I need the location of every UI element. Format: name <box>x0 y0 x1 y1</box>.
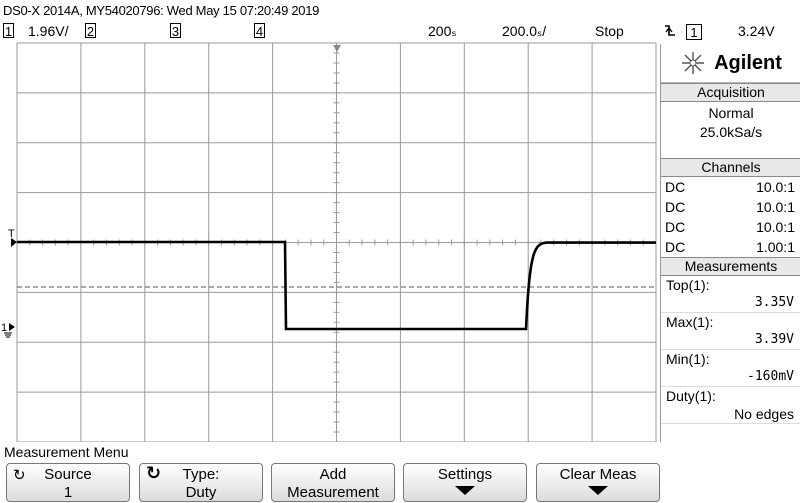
settings-softkey[interactable]: Settings <box>403 463 527 502</box>
channel-3-indicator[interactable]: 3 <box>170 22 181 40</box>
submenu-arrow-icon <box>588 486 608 495</box>
rotate-knob-icon: ↻ <box>146 463 162 483</box>
softkey-value: 1 <box>63 484 73 501</box>
channel-row: DC 10.0:1 <box>661 177 800 197</box>
horizontal-delay: 200ₛ <box>428 23 457 39</box>
measurement-label: Min(1): <box>666 351 710 367</box>
channel-3-number: 3 <box>170 23 181 39</box>
measurement-item: Top(1): 3.35V <box>661 276 800 313</box>
channel-1-number: 1 <box>3 23 14 39</box>
channel-coupling: DC <box>665 239 686 255</box>
measurement-value: -160mV <box>747 369 794 384</box>
softkey-value: Measurement <box>287 484 379 501</box>
channel-4-indicator[interactable]: 4 <box>254 22 265 40</box>
add-measurement-softkey[interactable]: Add Measurement <box>271 463 395 502</box>
channel-row: DC 10.0:1 <box>661 197 800 217</box>
channel-1-trace <box>17 240 656 331</box>
channel-2-number: 2 <box>85 23 96 39</box>
brand-logo: Agilent <box>661 44 800 83</box>
measurement-item: Max(1): 3.39V <box>661 313 800 350</box>
channel-coupling: DC <box>665 179 686 195</box>
agilent-spark-icon <box>682 52 705 74</box>
softkey-label: Type: <box>182 466 220 483</box>
window-title: DS0-X 2014A, MY54020796: Wed May 15 07:2… <box>3 3 320 18</box>
measurement-item: Min(1): -160mV <box>661 350 800 387</box>
channel-row: DC 1.00:1 <box>661 237 800 257</box>
info-panel: Agilent Acquisition Normal 25.0kSa/s Cha… <box>660 44 800 442</box>
ground-icon <box>4 332 12 338</box>
softkey-label: Clear Meas <box>559 466 637 483</box>
acquisition-header: Acquisition <box>661 83 800 102</box>
trigger-position-marker <box>333 45 341 52</box>
measurements-header: Measurements <box>661 257 800 276</box>
channel-coupling: DC <box>665 219 686 235</box>
channel-1-scale: 1.96V/ <box>28 23 69 39</box>
ground-level-arrow <box>9 323 15 331</box>
softkey-label: Add <box>319 466 347 483</box>
softkey-label: Settings <box>437 466 493 483</box>
measurement-value: No edges <box>734 406 794 422</box>
measurement-label: Top(1): <box>666 277 710 293</box>
channel-2-indicator[interactable]: 2 <box>85 22 96 40</box>
measurement-label: Max(1): <box>666 314 714 330</box>
trigger-source-indicator[interactable]: 1 <box>686 23 702 41</box>
channel-probe: 10.0:1 <box>756 199 795 215</box>
measurement-item: Duty(1): No edges <box>661 387 800 424</box>
trigger-marker-label: T <box>8 228 15 240</box>
trigger-level: 3.24V <box>738 23 775 39</box>
channel-probe: 10.0:1 <box>756 219 795 235</box>
softkey-value: Duty <box>185 484 217 501</box>
run-state: Stop <box>595 23 624 39</box>
trigger-source: 1 <box>686 24 702 40</box>
brand-name: Agilent <box>714 51 782 74</box>
submenu-arrow-icon <box>455 486 475 495</box>
status-bar: 1 1.96V/ 2 3 4 200ₛ 200.0ₛ/ Stop 1 3.24V <box>0 22 800 40</box>
channel-4-number: 4 <box>254 23 265 39</box>
channels-header: Channels <box>661 158 800 177</box>
channel-probe: 1.00:1 <box>756 239 795 255</box>
softkey-bar: ↻ Source 1 ↻ Type: Duty Add Measurement … <box>0 462 800 503</box>
clear-meas-softkey[interactable]: Clear Meas <box>536 463 660 502</box>
measurement-value: 3.39V <box>754 332 794 347</box>
measurement-value: 3.35V <box>754 295 794 310</box>
rotate-knob-icon: ↻ <box>13 467 26 484</box>
channel-1-indicator[interactable]: 1 <box>3 22 14 40</box>
measurement-label: Duty(1): <box>666 388 716 404</box>
ground-marker-label: 1 <box>1 322 7 334</box>
acquisition-rate: 25.0kSa/s <box>699 124 763 140</box>
timebase-scale: 200.0ₛ/ <box>502 23 547 39</box>
source-softkey[interactable]: ↻ Source 1 <box>6 463 130 502</box>
trigger-edge-falling-icon <box>664 23 676 42</box>
softkey-label: Source <box>44 466 92 483</box>
type-softkey[interactable]: ↻ Type: Duty <box>139 463 263 502</box>
channel-probe: 10.0:1 <box>756 179 795 195</box>
channel-coupling: DC <box>665 199 686 215</box>
acquisition-mode: Normal <box>708 105 754 121</box>
trigger-level-arrow <box>11 238 17 247</box>
waveform-display[interactable]: T 1 <box>0 40 660 442</box>
menu-title: Measurement Menu <box>0 442 800 462</box>
channel-row: DC 10.0:1 <box>661 217 800 237</box>
